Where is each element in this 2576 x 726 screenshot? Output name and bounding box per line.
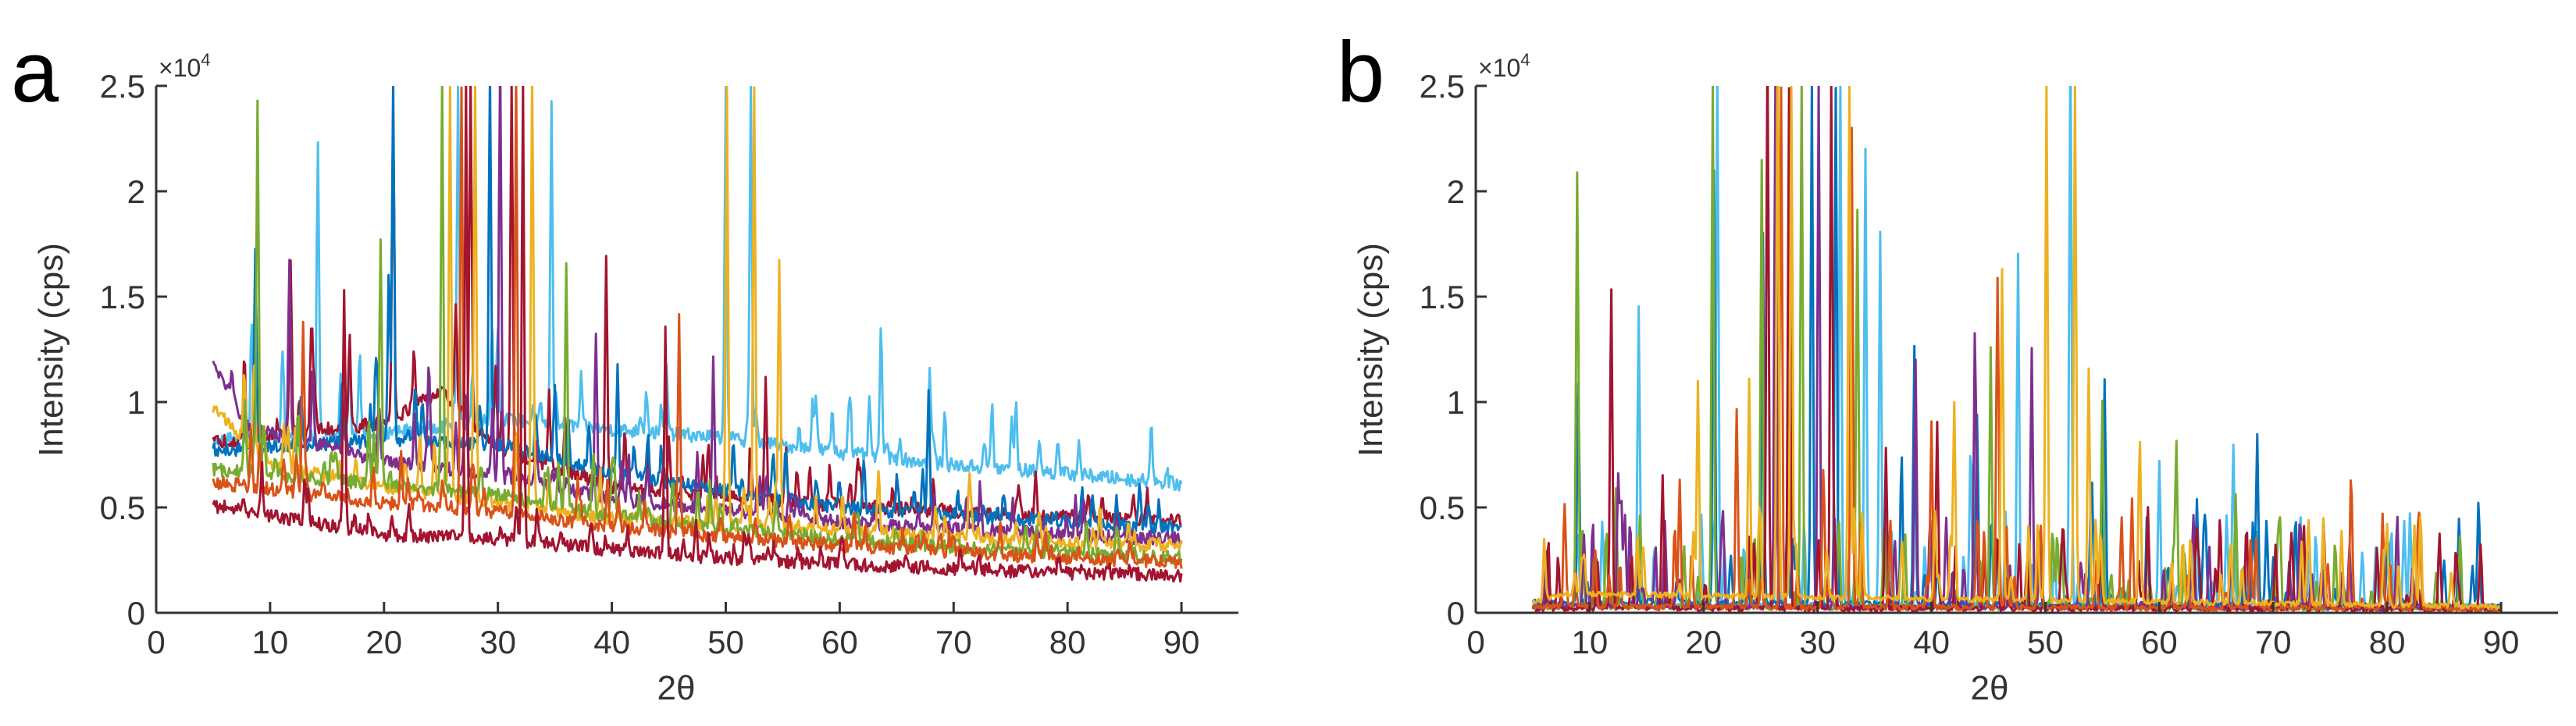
x-tick-label-b-7: 70: [2255, 624, 2292, 660]
y-axis-label-a: Intensity (cps): [32, 243, 70, 457]
y-tick-label-b-0: 0: [1447, 595, 1465, 632]
x-tick-label-a-4: 40: [593, 624, 630, 660]
x-tick-label-b-5: 50: [2027, 624, 2064, 660]
x-tick-label-b-2: 20: [1685, 624, 1722, 660]
panel-label-b: b: [1337, 24, 1384, 120]
series-line-a-3: [212, 86, 1182, 534]
x-tick-label-a-7: 70: [935, 624, 972, 660]
x-axis-label-a: 2θ: [657, 669, 696, 707]
y-tick-label-b-5: 2.5: [1420, 68, 1465, 105]
x-tick-label-a-1: 10: [252, 624, 289, 660]
panel-a: a 00.511.522.5 0 10 20 30 40 50 60 70 80 90 ×104 …: [11, 24, 1238, 707]
y-exponent-b: ×104: [1478, 50, 1530, 82]
y-axis-label-b: Intensity (cps): [1352, 243, 1390, 457]
y-tick-label-a-1: 0.5: [100, 489, 145, 526]
series-line-b-6: [1531, 86, 2503, 613]
x-tick-label-b-6: 60: [2141, 624, 2178, 660]
x-axis-label-b: 2θ: [1971, 669, 2009, 707]
y-exponent-a: ×104: [159, 50, 211, 82]
y-ticks-a: 0 0.5 1 1.5 2 2.5: [100, 68, 167, 632]
x-tick-label-b-3: 30: [1799, 624, 1836, 660]
panel-label-a: a: [11, 24, 59, 120]
x-ticks-b: 0 10 20 30 40 50 60 70 80 90: [1466, 602, 2519, 660]
x-tick-label-b-9: 90: [2483, 624, 2520, 660]
series-layer-a: [212, 86, 1183, 583]
series-layer-b: [1531, 86, 2503, 613]
x-tick-label-b-0: 0: [1466, 624, 1484, 660]
series-line-a-8: [212, 86, 1183, 583]
y-tick-label-a-4: 2: [127, 173, 145, 210]
y-tick-label-b-1: 0.5: [1420, 489, 1465, 526]
series-line-b-7: [1531, 86, 2502, 610]
x-tick-label-a-3: 30: [479, 624, 516, 660]
y-exponent-base-a: ×10: [159, 54, 201, 82]
y-tick-label-b-2: 1: [1447, 384, 1465, 421]
y-tick-label-a-3: 1.5: [100, 279, 145, 315]
y-tick-label-a-0: 0: [127, 595, 145, 632]
y-ticks-b: 0 0.5 1 1.5 2 2.5: [1420, 68, 1487, 632]
x-ticks-a: 0 10 20 30 40 50 60 70 80 90: [147, 602, 1199, 660]
x-tick-label-b-4: 40: [1913, 624, 1950, 660]
y-exponent-base-b: ×10: [1478, 54, 1520, 82]
y-tick-label-a-5: 2.5: [100, 68, 145, 105]
y-exponent-power-b: 4: [1520, 50, 1530, 69]
x-tick-label-b-1: 10: [1572, 624, 1609, 660]
y-tick-label-b-4: 2: [1447, 173, 1465, 210]
x-tick-label-a-6: 60: [821, 624, 858, 660]
x-tick-label-a-2: 20: [365, 624, 402, 660]
x-tick-label-a-0: 0: [147, 624, 165, 660]
x-tick-label-a-5: 50: [707, 624, 744, 660]
x-tick-label-a-9: 90: [1163, 624, 1200, 660]
y-exponent-power-a: 4: [201, 50, 210, 69]
y-tick-label-b-3: 1.5: [1420, 279, 1465, 315]
panel-b: b 00.511.522.5 0 10 20 30 40 50 60 70 80 90 ×104 …: [1337, 24, 2558, 707]
y-tick-label-a-2: 1: [127, 384, 145, 421]
x-tick-label-a-8: 80: [1049, 624, 1086, 660]
x-tick-label-b-8: 80: [2369, 624, 2406, 660]
